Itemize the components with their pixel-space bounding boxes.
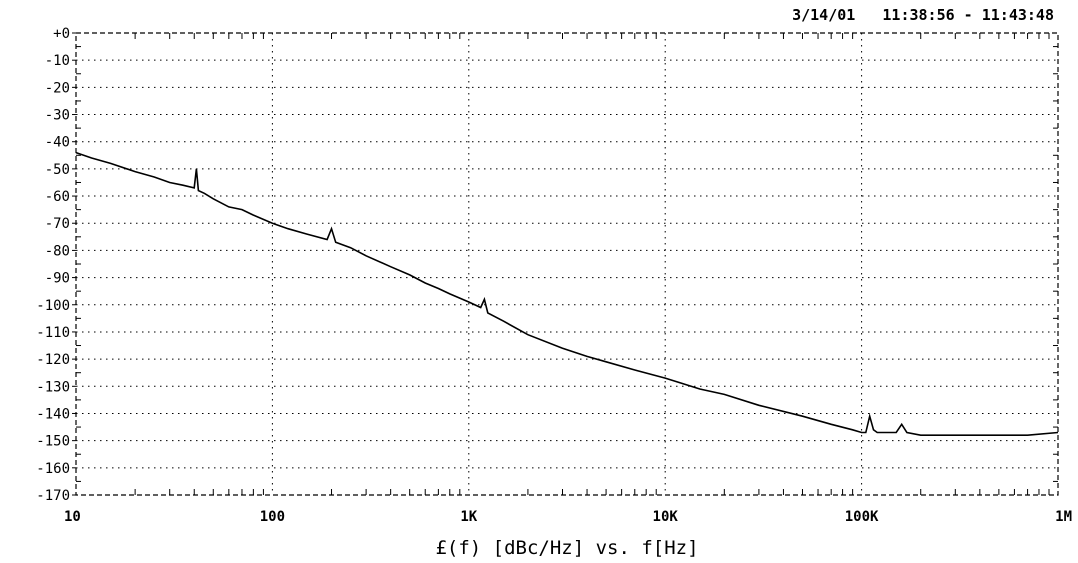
minor-ticks [76,33,1058,495]
y-tick-label: -130 [36,379,70,395]
y-tick-label: -150 [36,434,70,450]
x-axis-label: £(f) [dBc/Hz] vs. f[Hz] [435,537,698,559]
y-tick-label: -100 [36,298,70,314]
y-tick-label: -10 [45,53,70,69]
y-tick-label: -30 [45,108,70,124]
x-tick-label: 100 [260,509,285,525]
y-tick-label: -80 [45,243,70,259]
x-tick-label: 100K [845,509,879,525]
x-tick-label: 10K [653,509,679,525]
y-tick-label: +0 [53,26,70,42]
x-axis-ticks: 10 100 1K 10K 100K 1M [64,509,1072,525]
x-tick-label: 10 [64,509,81,525]
y-tick-label: -160 [36,461,70,477]
timestamp: 3/14/01 11:38:56 - 11:43:48 [792,6,1054,24]
y-tick-label: -140 [36,406,70,422]
y-tick-label: -110 [36,325,70,341]
y-tick-label: -60 [45,189,70,205]
y-tick-label: -40 [45,135,70,151]
plot-frame [75,32,1059,496]
y-tick-label: -70 [45,216,70,232]
y-tick-label: -120 [36,352,70,368]
y-tick-label: -170 [36,488,70,504]
x-tick-label: 1K [460,509,477,525]
grid [76,33,1058,495]
phase-noise-series [75,151,1059,437]
y-axis-ticks: +0 -10 -20 -30 -40 -50 -60 -70 -80 -90 -100 -110 -12… [36,26,76,504]
x-tick-label: 1M [1055,509,1072,525]
y-tick-label: -20 [45,80,70,96]
y-tick-label: -90 [45,271,70,287]
y-tick-label: -50 [45,162,70,178]
